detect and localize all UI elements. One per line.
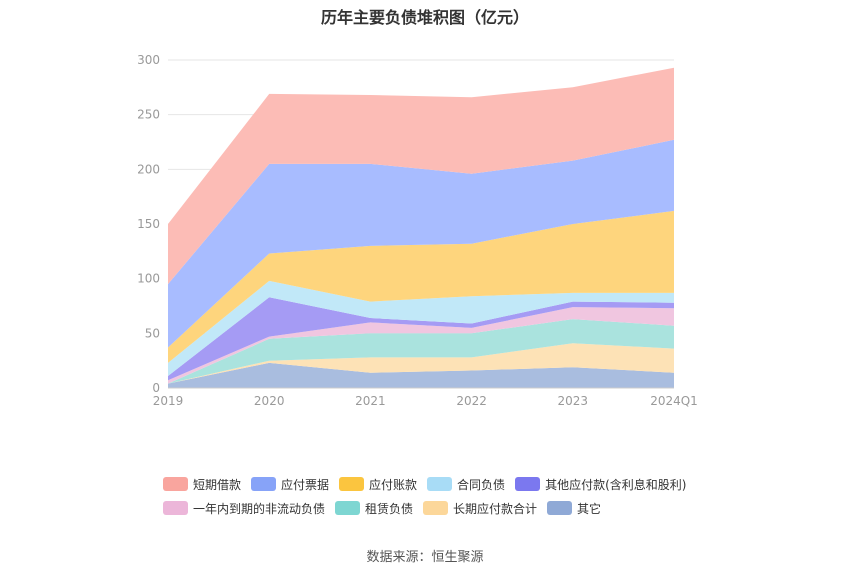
legend-swatch xyxy=(339,477,365,491)
x-tick-label: 2023 xyxy=(558,394,589,408)
area-series xyxy=(168,280,674,376)
area-series xyxy=(168,210,674,363)
area-series xyxy=(168,362,674,388)
data-source-note: 数据来源：恒生聚源 xyxy=(366,550,484,565)
legend-row: 短期借款 应付票据 应付账款 合同负债 其他应付款(含利息和股利) xyxy=(163,472,763,496)
legend-swatch xyxy=(251,477,277,491)
legend-item[interactable]: 其它 xyxy=(547,500,601,517)
y-tick-label: 150 xyxy=(137,217,160,231)
area-series xyxy=(168,319,674,384)
legend-item[interactable]: 合同负债 xyxy=(427,476,505,493)
x-tick-label: 2024Q1 xyxy=(650,394,698,408)
legend-swatch xyxy=(423,501,449,515)
legend-swatch xyxy=(163,477,188,491)
legend-swatch xyxy=(335,501,361,515)
legend-label: 长期应付款合计 xyxy=(453,501,538,516)
legend-label: 其它 xyxy=(577,501,602,516)
y-tick-label: 50 xyxy=(145,326,160,340)
legend-item[interactable]: 一年内到期的非流动负债 xyxy=(163,500,325,517)
x-tick-label: 2019 xyxy=(153,394,184,408)
legend-swatch xyxy=(547,501,573,515)
legend-item[interactable]: 应付票据 xyxy=(251,476,329,493)
y-tick-label: 200 xyxy=(137,162,160,176)
chart-title: 历年主要负债堆积图（亿元） xyxy=(320,8,529,27)
legend-item[interactable]: 租赁负债 xyxy=(335,500,413,517)
x-tick-label: 2021 xyxy=(355,394,386,408)
y-tick-label: 100 xyxy=(137,272,160,286)
legend-item[interactable]: 短期借款 xyxy=(163,476,241,493)
legend-label: 一年内到期的非流动负债 xyxy=(193,501,326,516)
stacked-area-chart: 0 50 100 150 200 250 300 2019 2020 2021 2022 2023 20… xyxy=(137,53,698,408)
legend-label: 租赁负债 xyxy=(365,501,414,516)
legend-item[interactable]: 应付账款 xyxy=(339,476,417,493)
area-series xyxy=(168,297,674,381)
legend-swatch xyxy=(427,477,453,491)
legend-label: 合同负债 xyxy=(457,477,506,492)
legend-label: 应付账款 xyxy=(369,477,418,492)
chart-legend: 短期借款 应付票据 应付账款 合同负债 其他应付款(含利息和股利) 一年内到期的非流动负债… xyxy=(163,472,763,520)
x-tick-label: 2020 xyxy=(254,394,285,408)
y-tick-label: 300 xyxy=(137,53,160,67)
y-tick-label: 0 xyxy=(152,381,160,395)
legend-swatch xyxy=(163,501,188,515)
legend-label: 其他应付款(含利息和股利) xyxy=(545,477,687,492)
legend-item[interactable]: 长期应付款合计 xyxy=(423,500,537,517)
legend-item[interactable]: 其他应付款(含利息和股利) xyxy=(515,476,686,493)
legend-label: 应付票据 xyxy=(281,477,330,492)
area-series xyxy=(168,307,674,384)
legend-label: 短期借款 xyxy=(193,477,242,492)
legend-row: 一年内到期的非流动负债 租赁负债 长期应付款合计 其它 xyxy=(163,496,763,520)
area-series xyxy=(168,139,674,348)
area-series xyxy=(168,343,674,384)
x-tick-label: 2022 xyxy=(456,394,487,408)
y-tick-label: 250 xyxy=(137,108,160,122)
legend-swatch xyxy=(515,477,541,491)
area-series xyxy=(168,67,674,285)
